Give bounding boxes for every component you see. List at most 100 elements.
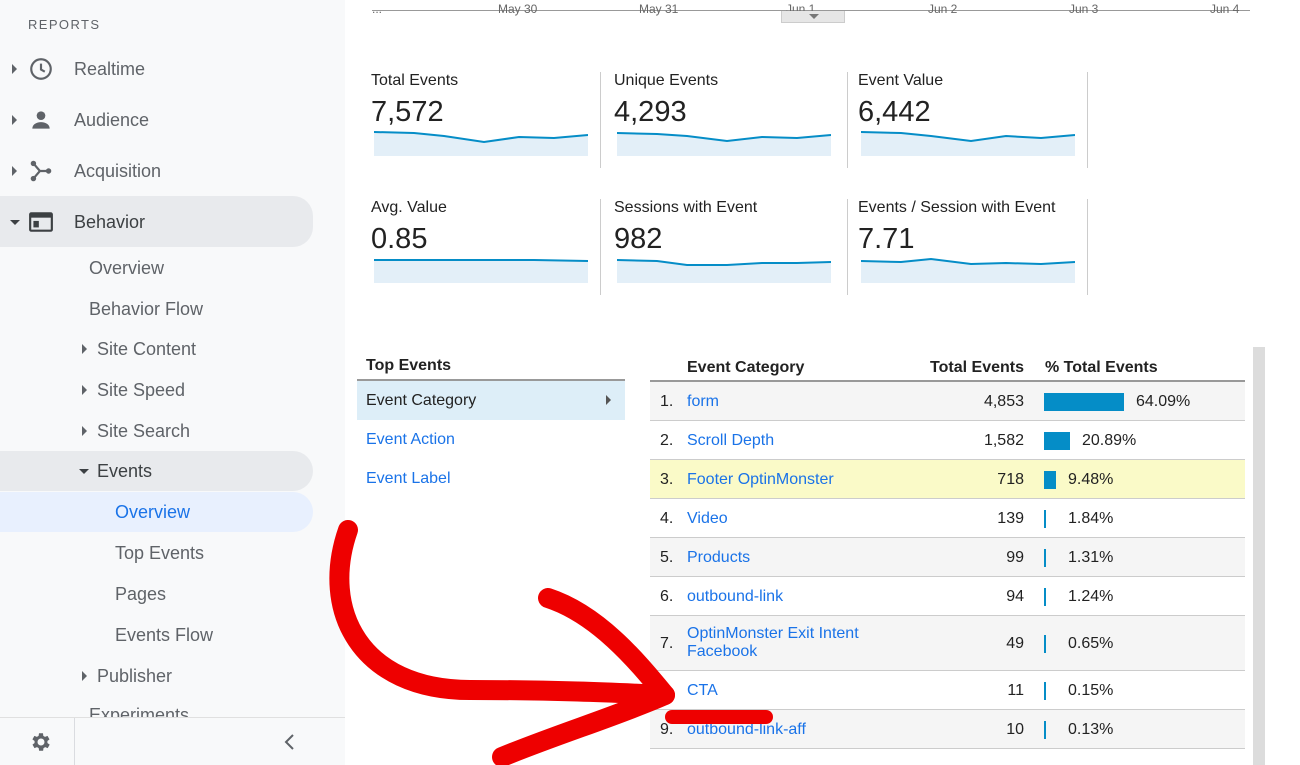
timeline-collapse-handle[interactable] [781, 11, 845, 23]
table-row: 3. Footer OptinMonster 718 9.48% [650, 460, 1245, 499]
nav-audience-label: Audience [74, 109, 150, 130]
metric-events-per-session[interactable]: Events / Session with Event 7.71 [858, 199, 1102, 297]
event-category-link[interactable]: CTA [687, 682, 718, 699]
nav-events-flow[interactable]: Events Flow [0, 615, 313, 655]
nav-site-content[interactable]: Site Content [0, 329, 313, 369]
table-row: 5. Products 99 1.31% [650, 538, 1245, 577]
metric-value: 7.71 [858, 223, 915, 255]
collapse-chevron-icon[interactable] [282, 733, 298, 751]
column-header-total-events[interactable]: Total Events [930, 359, 1024, 376]
pct-bar [1044, 432, 1070, 450]
nav-acquisition[interactable]: Acquisition [0, 151, 313, 191]
nav-pages[interactable]: Pages [0, 574, 313, 614]
sparkline [617, 132, 831, 156]
table-row: 9. outbound-link-aff 10 0.13% [650, 710, 1245, 749]
metric-label: Sessions with Event [614, 199, 758, 216]
nav-events[interactable]: Events [0, 451, 313, 491]
nav-site-search[interactable]: Site Search [0, 411, 313, 451]
row-number: 8. [660, 682, 674, 699]
table-row: 6. outbound-link 94 1.24% [650, 577, 1245, 616]
nav-behavior-flow[interactable]: Behavior Flow [0, 289, 313, 329]
nav-pages-label: Pages [115, 583, 167, 604]
pct-bar [1044, 510, 1046, 528]
metric-label: Avg. Value [371, 199, 447, 216]
nav-events-label: Events [97, 460, 153, 481]
row-number: 3. [660, 471, 674, 488]
nav-behavior[interactable]: Behavior [0, 202, 313, 242]
metric-separator [600, 199, 601, 295]
caret-right-icon [82, 344, 87, 354]
nav-behavior-flow-label: Behavior Flow [89, 298, 204, 319]
timeline-tick: ... [372, 2, 383, 16]
metric-sessions-with-event[interactable]: Sessions with Event 982 [614, 199, 858, 297]
metric-label: Unique Events [614, 72, 719, 89]
pct-bar [1044, 393, 1124, 411]
clock-icon [30, 58, 52, 80]
acquisition-icon [30, 160, 52, 182]
sparkline [861, 131, 1075, 156]
pct-total-value: 0.15% [1068, 682, 1114, 699]
caret-right-icon [82, 671, 87, 681]
nav-behavior-label: Behavior [74, 211, 146, 232]
nav-top-events[interactable]: Top Events [0, 533, 313, 573]
pct-total-value: 0.13% [1068, 721, 1114, 738]
sparkline [861, 257, 1075, 283]
nav-events-overview[interactable]: Overview [0, 492, 313, 532]
timeline-tick: May 30 [498, 2, 538, 16]
nav-site-content-label: Site Content [97, 338, 197, 359]
caret-right-icon [12, 115, 17, 125]
column-header-pct-total[interactable]: % Total Events [1045, 359, 1158, 376]
top-events-item-category[interactable]: Event Category [357, 381, 625, 420]
table-row: 1. form 4,853 64.09% [650, 382, 1245, 421]
table-row: 4. Video 139 1.84% [650, 499, 1245, 538]
nav-publisher-label: Publisher [97, 665, 173, 686]
timeline-tick: Jun 4 [1210, 2, 1240, 16]
event-category-link[interactable]: OptinMonster Exit Intent Facebook [687, 625, 859, 660]
event-category-link[interactable]: outbound-link-aff [687, 721, 806, 738]
event-category-link[interactable]: Footer OptinMonster [687, 471, 834, 488]
metric-total-events[interactable]: Total Events 7,572 [371, 72, 615, 170]
timeline-tick: Jun 3 [1069, 2, 1099, 16]
metric-value: 6,442 [858, 96, 931, 128]
nav-behavior-overview[interactable]: Overview [0, 248, 313, 288]
pct-bar [1044, 549, 1046, 567]
table-row: 8. CTA 11 0.15% [650, 671, 1245, 710]
nav-top-events-label: Top Events [115, 542, 205, 563]
nav-publisher[interactable]: Publisher [0, 656, 313, 696]
nav-site-speed[interactable]: Site Speed [0, 370, 313, 410]
timeline-tick: Jun 2 [928, 2, 958, 16]
pct-total-value: 1.31% [1068, 549, 1114, 566]
metric-unique-events[interactable]: Unique Events 4,293 [614, 72, 858, 170]
event-category-link[interactable]: form [687, 393, 719, 410]
pct-total-value: 9.48% [1068, 471, 1114, 488]
gear-icon[interactable] [29, 730, 53, 754]
nav-audience[interactable]: Audience [0, 100, 313, 140]
sidebar: REPORTS Realtime Audience Acquisition [0, 0, 345, 765]
pct-total-value: 0.65% [1068, 635, 1114, 652]
nav-experiments[interactable]: Experiments [0, 697, 313, 717]
event-category-link[interactable]: Scroll Depth [687, 432, 775, 449]
total-events-value: 11 [1007, 682, 1024, 699]
scrollbar[interactable] [1253, 347, 1265, 765]
pct-bar [1044, 635, 1046, 653]
row-number: 1. [660, 393, 674, 410]
event-category-link[interactable]: outbound-link [687, 588, 784, 605]
top-events-item-label[interactable]: Event Label [366, 470, 451, 487]
pct-total-value: 64.09% [1136, 393, 1191, 410]
metric-avg-value[interactable]: Avg. Value 0.85 [371, 199, 615, 297]
metric-separator [847, 199, 848, 295]
nav-experiments-label: Experiments [89, 705, 190, 717]
table-body: 1. form 4,853 64.09% 2. Scroll Depth 1,582 20.8… [650, 382, 1245, 749]
metric-event-value[interactable]: Event Value 6,442 [858, 72, 1102, 170]
column-header-category[interactable]: Event Category [687, 359, 805, 376]
event-category-link[interactable]: Products [687, 549, 751, 566]
event-category-link[interactable]: Video [687, 510, 728, 527]
top-events-item-label: Event Category [366, 392, 477, 409]
footer-divider [74, 718, 75, 765]
nav-site-speed-label: Site Speed [97, 379, 186, 400]
top-events-item-action[interactable]: Event Action [366, 431, 455, 448]
nav-realtime[interactable]: Realtime [0, 49, 313, 89]
row-number: 6. [660, 588, 674, 605]
sparkline [374, 131, 588, 156]
metric-separator [1087, 199, 1088, 295]
